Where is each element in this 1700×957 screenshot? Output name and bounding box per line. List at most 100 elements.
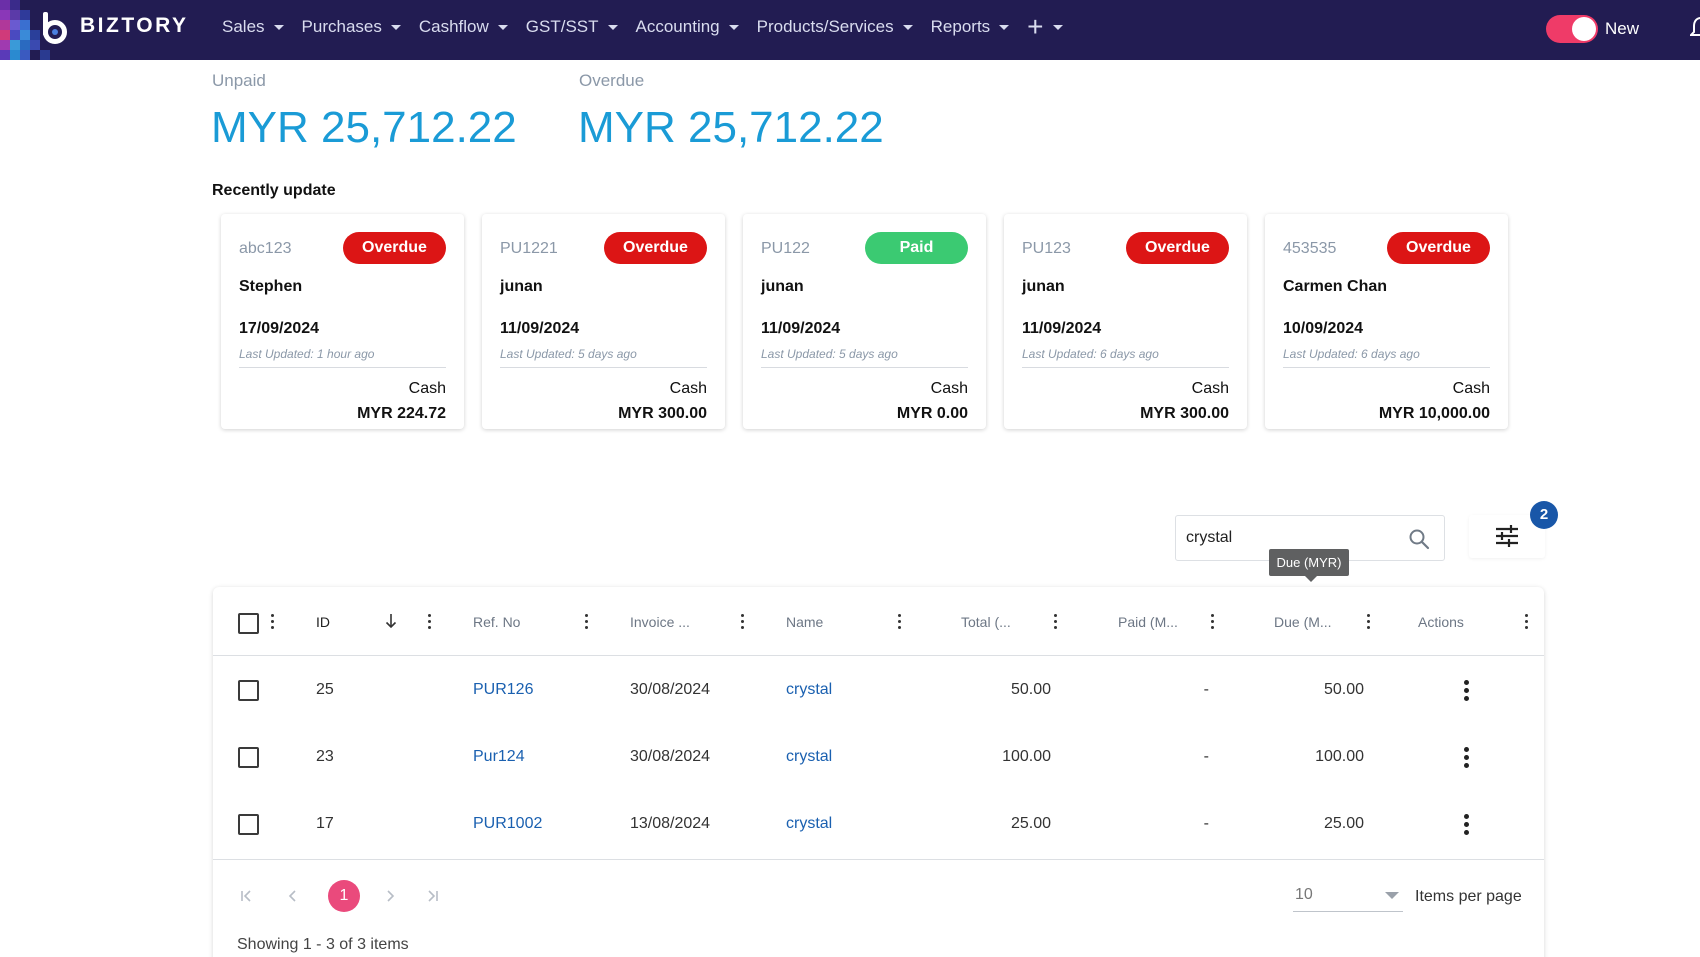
new-ui-toggle[interactable]: [1546, 15, 1598, 43]
card-payment-method: Cash: [930, 380, 968, 397]
nav-products-services[interactable]: Products/Services: [757, 17, 913, 37]
logo-pixel-pattern: [0, 0, 50, 60]
nav-accounting[interactable]: Accounting: [636, 17, 739, 37]
col-header-paid[interactable]: Paid (M...: [1118, 614, 1178, 630]
col-header-total[interactable]: Total (...: [961, 614, 1011, 630]
main-nav: Sales Purchases Cashflow GST/SST Account…: [222, 0, 1081, 54]
sort-down-icon[interactable]: [385, 613, 397, 629]
col-header-ref-no[interactable]: Ref. No: [473, 614, 521, 630]
row-checkbox[interactable]: [238, 747, 259, 768]
row-actions-icon[interactable]: [1463, 747, 1469, 769]
column-menu-icon[interactable]: [897, 614, 901, 630]
top-navbar: BIZTORY Sales Purchases Cashflow GST/SST…: [0, 0, 1700, 60]
card-payment-method: Cash: [669, 380, 707, 397]
search-input[interactable]: [1186, 526, 1396, 550]
card-ref: PU1221: [500, 240, 558, 257]
caret-down-icon: [1052, 24, 1063, 30]
nav-sales[interactable]: Sales: [222, 17, 284, 37]
status-badge: Overdue: [343, 232, 446, 264]
page-size-select[interactable]: 10: [1293, 878, 1403, 912]
search-icon[interactable]: [1408, 528, 1430, 550]
cell-ref-no-link[interactable]: PUR1002: [473, 815, 543, 832]
table-row[interactable]: 17 PUR1002 13/08/2024 crystal 25.00 - 25…: [213, 791, 1544, 858]
tooltip-arrow: [1305, 576, 1317, 582]
first-page-icon[interactable]: [237, 886, 257, 906]
table-row[interactable]: 23 Pur124 30/08/2024 crystal 100.00 - 10…: [213, 724, 1544, 791]
cell-name-link[interactable]: crystal: [786, 748, 833, 765]
card-amount: MYR 10,000.00: [1378, 405, 1490, 422]
column-menu-icon[interactable]: [584, 614, 588, 630]
column-tooltip: Due (MYR): [1269, 549, 1349, 582]
card-payment-method: Cash: [1191, 380, 1229, 397]
toggle-knob: [1572, 17, 1596, 41]
current-page-button[interactable]: 1: [328, 880, 360, 912]
card-amount: MYR 300.00: [1140, 405, 1229, 422]
card-last-updated: Last Updated: 1 hour ago: [239, 347, 375, 361]
nav-gst-sst[interactable]: GST/SST: [526, 17, 618, 37]
plus-icon: +: [1027, 11, 1044, 42]
filter-count-badge: 2: [1530, 501, 1558, 529]
column-menu-icon[interactable]: [1053, 614, 1057, 630]
column-menu-icon[interactable]: [1210, 614, 1214, 630]
card-divider: [761, 367, 968, 368]
column-menu-icon[interactable]: [1524, 614, 1528, 630]
recent-card[interactable]: PU1221 Overdue junan 11/09/2024 Last Upd…: [482, 214, 725, 429]
col-header-invoice-date[interactable]: Invoice ...: [630, 614, 690, 630]
recent-card[interactable]: PU122 Paid junan 11/09/2024 Last Updated…: [743, 214, 986, 429]
card-amount: MYR 0.00: [896, 405, 968, 422]
row-checkbox[interactable]: [238, 680, 259, 701]
overdue-label: Overdue: [579, 71, 645, 90]
card-ref: PU122: [761, 240, 810, 257]
row-actions-icon[interactable]: [1463, 814, 1469, 836]
nav-accounting-label: Accounting: [635, 17, 720, 36]
card-last-updated: Last Updated: 6 days ago: [1022, 347, 1159, 361]
card-amount: MYR 224.72: [357, 405, 446, 422]
cell-id: 17: [316, 815, 334, 832]
col-header-id[interactable]: ID: [316, 614, 330, 630]
next-page-icon[interactable]: [380, 886, 400, 906]
table-row[interactable]: 25 PUR126 30/08/2024 crystal 50.00 - 50.…: [213, 657, 1544, 724]
nav-quick-add[interactable]: +: [1027, 11, 1063, 42]
bell-icon[interactable]: [1690, 16, 1700, 40]
cell-ref-no-link[interactable]: Pur124: [473, 748, 525, 765]
nav-purchases[interactable]: Purchases: [302, 17, 401, 37]
col-header-actions: Actions: [1418, 614, 1464, 630]
recent-card[interactable]: 453535 Overdue Carmen Chan 10/09/2024 La…: [1265, 214, 1508, 429]
status-badge: Overdue: [604, 232, 707, 264]
select-all-checkbox[interactable]: [238, 613, 259, 634]
column-menu-icon[interactable]: [1366, 614, 1370, 630]
caret-down-icon: [497, 24, 508, 30]
prev-page-icon[interactable]: [283, 886, 303, 906]
cell-paid: -: [1203, 815, 1209, 832]
card-divider: [500, 367, 707, 368]
cell-name-link[interactable]: crystal: [786, 681, 833, 698]
recent-card[interactable]: abc123 Overdue Stephen 17/09/2024 Last U…: [221, 214, 464, 429]
column-menu-icon[interactable]: [427, 614, 431, 630]
col-header-due[interactable]: Due (M...: [1274, 614, 1332, 630]
row-actions-icon[interactable]: [1463, 680, 1469, 702]
col-header-name[interactable]: Name: [786, 614, 824, 630]
last-page-icon[interactable]: [422, 886, 442, 906]
nav-products-services-label: Products/Services: [756, 17, 894, 36]
recent-card[interactable]: PU123 Overdue junan 11/09/2024 Last Upda…: [1004, 214, 1247, 429]
column-menu-icon[interactable]: [740, 614, 744, 630]
card-name: junan: [761, 278, 804, 295]
grid-header: ID Ref. No Invoice ... Name Total (... P…: [213, 587, 1544, 656]
unpaid-value: MYR 25,712.22: [211, 103, 517, 152]
card-payment-method: Cash: [408, 380, 446, 397]
cell-name-link[interactable]: crystal: [786, 815, 833, 832]
status-badge: Overdue: [1126, 232, 1229, 264]
column-menu-icon[interactable]: [270, 614, 274, 630]
caret-down-icon: [728, 24, 739, 30]
cell-paid: -: [1203, 748, 1209, 765]
row-checkbox[interactable]: [238, 814, 259, 835]
cell-ref-no-link[interactable]: PUR126: [473, 681, 534, 698]
cell-due: 25.00: [1323, 815, 1364, 832]
nav-cashflow[interactable]: Cashflow: [419, 17, 508, 37]
purchases-grid: ID Ref. No Invoice ... Name Total (... P…: [213, 587, 1544, 957]
cell-due: 50.00: [1323, 681, 1364, 698]
app-logo-text[interactable]: BIZTORY: [80, 14, 189, 37]
dropdown-arrow-icon: [1385, 892, 1399, 899]
card-ref: 453535: [1283, 240, 1337, 257]
nav-reports[interactable]: Reports: [931, 17, 1010, 37]
